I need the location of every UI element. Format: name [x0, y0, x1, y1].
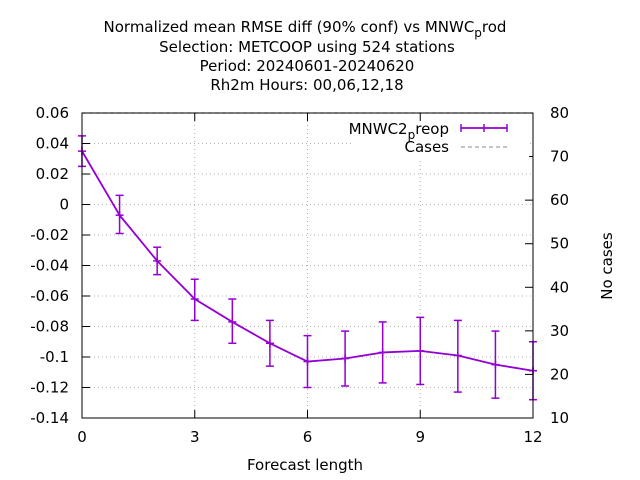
- y-tick-label: -0.14: [30, 409, 69, 427]
- data-point: [115, 194, 124, 235]
- mnwc2-preop-series: [78, 135, 537, 401]
- data-point: [228, 298, 237, 345]
- y2-tick-label: 80: [550, 104, 569, 122]
- data-point: [453, 319, 462, 393]
- x-tick-label: 12: [523, 428, 542, 446]
- data-point: [265, 319, 274, 367]
- grid: [82, 113, 533, 418]
- y-tick-label: -0.02: [30, 226, 69, 244]
- title-line-2: Selection: METCOOP using 524 stations: [159, 38, 455, 56]
- y2-tick-label: 40: [550, 278, 569, 296]
- y-tick-label: -0.08: [30, 318, 69, 336]
- x-axis-label: Forecast length: [247, 456, 363, 474]
- y-tick-label: -0.1: [40, 348, 69, 366]
- y-tick-label: 0: [59, 196, 69, 214]
- y2-tick-label: 10: [550, 409, 569, 427]
- y-tick-label: 0.02: [36, 165, 69, 183]
- title-line-3: Period: 20240601-20240620: [200, 57, 415, 75]
- title-line-4: Rh2m Hours: 00,06,12,18: [210, 76, 403, 94]
- x-tick-label: 6: [303, 428, 313, 446]
- y2-tick-label: 50: [550, 235, 569, 253]
- y2-tick-label: 30: [550, 322, 569, 340]
- data-point: [491, 330, 500, 399]
- y-tick-label: 0.04: [36, 135, 69, 153]
- y2-tick-label: 70: [550, 148, 569, 166]
- axis-ticks: 0.06 0.04 0.02 0 -0.02 -0.04 -0.06 -0.08 -0.1 -0.…: [30, 104, 569, 446]
- data-point: [190, 278, 199, 322]
- y-tick-label: 0.06: [36, 104, 69, 122]
- legend: MNWC2preop Cases: [349, 120, 529, 159]
- x-tick-label: 3: [190, 428, 200, 446]
- y2-axis-label: No cases: [598, 232, 616, 300]
- y2-tick-label: 20: [550, 365, 569, 383]
- legend-label-mnwc2-preop: MNWC2preop: [349, 120, 449, 142]
- data-point: [416, 316, 425, 386]
- legend-swatch-mnwc2-preop: [460, 124, 508, 132]
- data-point: [378, 321, 387, 384]
- y-tick-label: -0.04: [30, 257, 69, 275]
- data-point: [153, 246, 162, 276]
- chart-title: Normalized mean RMSE diff (90% conf) vs …: [104, 18, 507, 94]
- title-line-1: Normalized mean RMSE diff (90% conf) vs …: [104, 18, 507, 40]
- legend-label-cases: Cases: [404, 138, 449, 156]
- y-tick-label: -0.12: [30, 379, 69, 397]
- x-tick-label: 0: [77, 428, 87, 446]
- data-point: [341, 330, 350, 387]
- y2-tick-label: 60: [550, 191, 569, 209]
- x-tick-label: 9: [415, 428, 425, 446]
- y-tick-label: -0.06: [30, 287, 69, 305]
- data-point: [303, 334, 312, 389]
